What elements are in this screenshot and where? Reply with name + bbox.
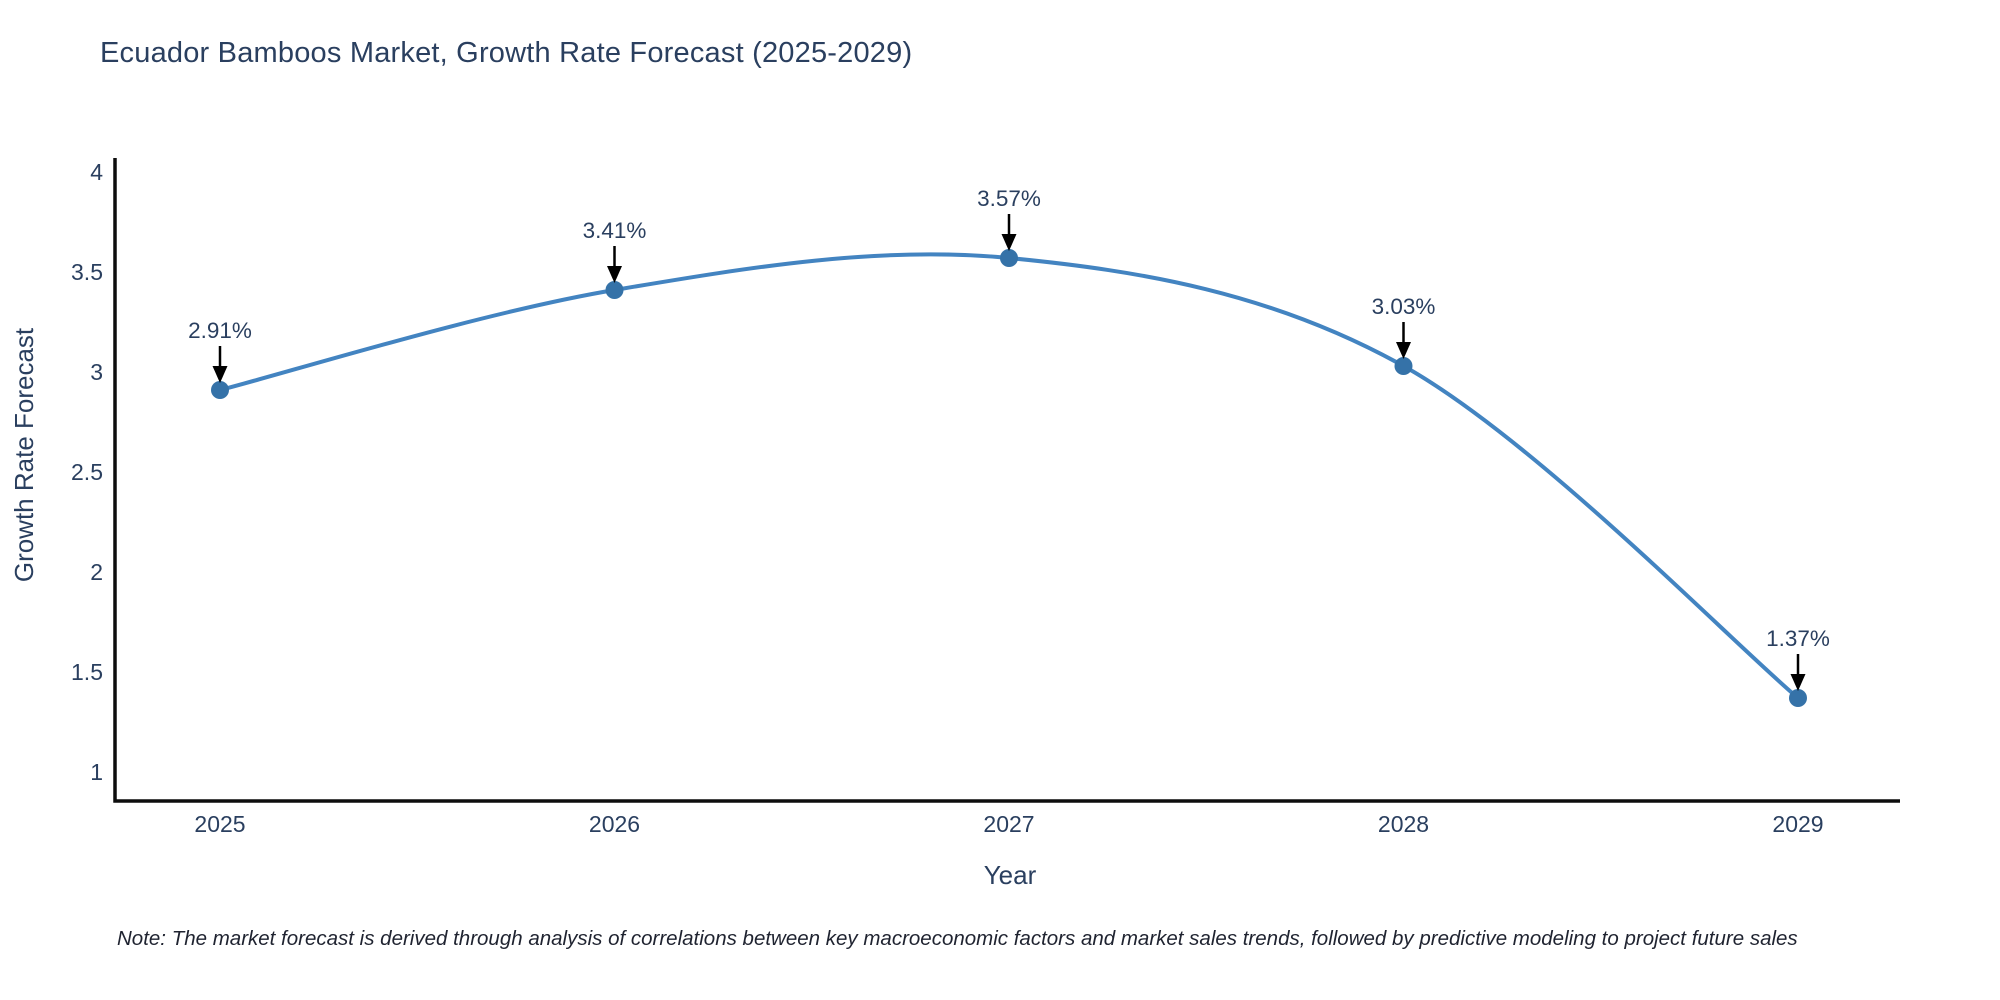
- data-point-marker: [605, 281, 624, 299]
- annotation-arrow-head: [1001, 234, 1017, 251]
- annotation-arrow-head: [607, 266, 622, 283]
- annotation-arrow-head: [212, 366, 228, 383]
- note-text: Note: The market forecast is derived thr…: [117, 927, 1798, 950]
- annotation-label: 3.41%: [583, 218, 647, 243]
- series-line: [218, 252, 1800, 700]
- annotation-arrow-head: [1396, 342, 1411, 359]
- data-point-marker: [1000, 249, 1018, 267]
- chart-title: Ecuador Bamboos Market, Growth Rate Fore…: [100, 37, 913, 69]
- annotation-label: 2.91%: [188, 318, 252, 343]
- x-tick-label: 2025: [194, 811, 245, 837]
- data-point-marker: [1394, 357, 1413, 375]
- data-point-marker: [211, 381, 229, 399]
- annotation-label: 1.37%: [1766, 626, 1830, 651]
- y-tick-label: 2.5: [71, 459, 103, 485]
- annotation-arrow-head: [1790, 674, 1806, 691]
- x-tick-label: 2029: [1772, 811, 1823, 837]
- axis-lines: [113, 158, 1900, 803]
- x-tick-label: 2026: [589, 811, 640, 837]
- x-tick-label: 2027: [983, 811, 1034, 837]
- y-axis-title: Growth Rate Forecast: [9, 327, 39, 582]
- annotation-label: 3.57%: [977, 186, 1041, 211]
- y-tick-label: 3: [90, 359, 103, 385]
- y-tick-label: 1.5: [71, 659, 103, 685]
- y-tick-label: 4: [90, 159, 103, 185]
- y-tick-label: 3.5: [71, 259, 103, 285]
- data-point-marker: [1789, 689, 1807, 707]
- annotation-label: 3.03%: [1372, 294, 1436, 319]
- x-axis-title: Year: [984, 860, 1037, 890]
- y-tick-label: 2: [90, 559, 103, 585]
- y-tick-label: 1: [90, 759, 103, 785]
- x-tick-label: 2028: [1378, 811, 1429, 837]
